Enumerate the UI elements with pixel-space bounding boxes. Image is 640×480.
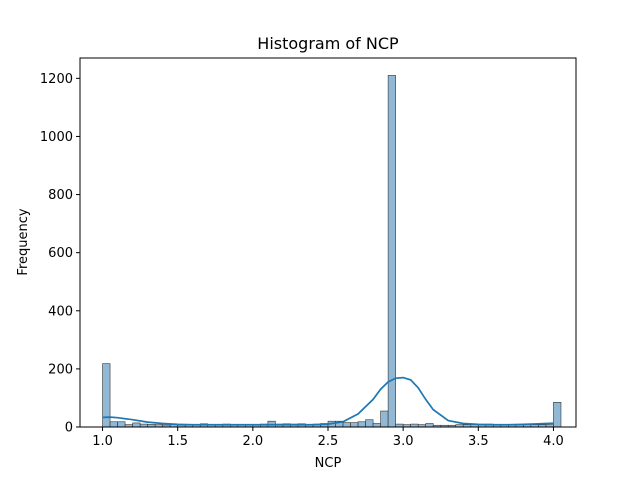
y-axis-label: Frequency bbox=[16, 208, 31, 275]
histogram-bar bbox=[425, 423, 434, 428]
histogram-bar bbox=[553, 402, 562, 428]
histogram-bar bbox=[372, 423, 381, 428]
histogram-bar bbox=[342, 422, 351, 428]
histogram-bar bbox=[350, 422, 359, 428]
x-axis-ticks: 1.0 1.5 2.0 2.5 3.0 3.5 4.0 bbox=[92, 427, 564, 449]
y-tick-label: 1200 bbox=[40, 72, 73, 87]
x-tick-label: 3.5 bbox=[468, 434, 489, 449]
chart-title: Histogram of NCP bbox=[257, 34, 399, 53]
histogram-bar bbox=[365, 419, 374, 428]
y-tick-label: 800 bbox=[48, 188, 73, 203]
plot-frame bbox=[79, 57, 577, 428]
histogram-bar bbox=[117, 421, 126, 428]
kde-group bbox=[102, 376, 554, 426]
histogram-bar bbox=[109, 421, 118, 428]
histogram-bar bbox=[387, 75, 396, 428]
y-tick-label: 400 bbox=[48, 304, 73, 319]
x-tick-label: 4.0 bbox=[543, 434, 564, 449]
x-tick-label: 1.5 bbox=[167, 434, 188, 449]
x-tick-label: 1.0 bbox=[92, 434, 113, 449]
x-tick-label: 3.0 bbox=[393, 434, 414, 449]
bars-group bbox=[102, 75, 562, 428]
kde-line bbox=[102, 376, 554, 426]
x-axis-label: NCP bbox=[315, 456, 342, 471]
histogram-bar bbox=[380, 410, 389, 428]
histogram-bar bbox=[132, 422, 141, 428]
y-tick-label: 1000 bbox=[40, 130, 73, 145]
y-tick-label: 600 bbox=[48, 246, 73, 261]
y-tick-label: 200 bbox=[48, 362, 73, 377]
y-axis-ticks: 0 200 400 600 800 1000 1200 bbox=[40, 72, 80, 436]
x-tick-label: 2.5 bbox=[318, 434, 339, 449]
x-tick-label: 2.0 bbox=[243, 434, 264, 449]
histogram-bar bbox=[357, 421, 366, 428]
y-tick-label: 0 bbox=[65, 421, 73, 436]
